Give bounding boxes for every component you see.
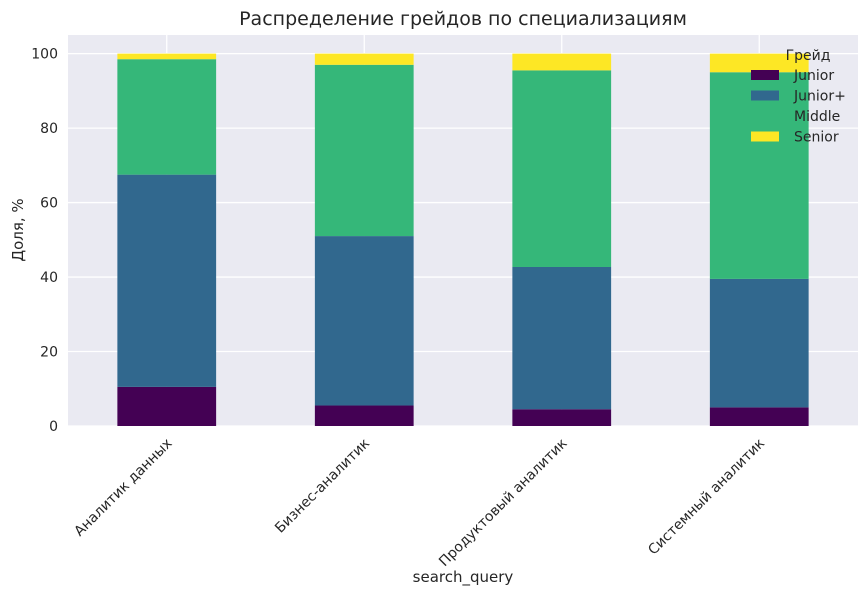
legend-entry-label: Junior+	[793, 89, 846, 105]
bar-segment-senior	[512, 53, 612, 71]
y-tick-label: 100	[31, 47, 58, 63]
y-tick-label: 60	[40, 196, 58, 212]
bar-segment-junior-plus	[117, 174, 217, 387]
legend-swatch	[751, 90, 779, 101]
y-tick-label: 40	[40, 270, 58, 286]
legend-title: Грейд	[786, 48, 831, 64]
bar-segment-junior	[709, 407, 809, 426]
legend: Грейд Junior Junior+ Middle Senior	[751, 48, 846, 146]
x-tick-labels: Аналитик данных Бизнес-аналитик Продуктовы…	[71, 436, 768, 570]
legend-swatch	[751, 131, 779, 142]
bar-segment-junior-plus	[314, 236, 414, 406]
y-tick-labels: 0 20 40 60 80 100	[31, 47, 58, 435]
bar-segment-middle	[117, 59, 217, 175]
y-tick-label: 80	[40, 121, 58, 137]
legend-entry-label: Senior	[794, 130, 839, 146]
bars-group	[117, 53, 809, 426]
bar-segment-middle	[512, 70, 612, 267]
bar-segment-senior	[709, 53, 809, 73]
bar-segment-middle	[314, 64, 414, 237]
legend-entry-label: Junior	[793, 68, 834, 84]
bar-segment-junior-plus	[709, 278, 809, 408]
x-tick-label: Аналитик данных	[71, 436, 175, 540]
y-tick-label: 20	[40, 345, 58, 361]
y-tick-label: 0	[49, 419, 58, 435]
x-tick-label: Системный аналитик	[645, 436, 768, 559]
bar-segment-senior	[314, 53, 414, 65]
legend-swatch	[751, 70, 779, 80]
legend-entry-label: Middle	[794, 109, 840, 125]
x-tick-label: Продуктовый аналитик	[436, 436, 570, 570]
bar-segment-middle	[709, 72, 809, 279]
bar-segment-junior	[314, 405, 414, 426]
bar-segment-junior	[117, 386, 217, 426]
y-axis-label: Доля, %	[9, 198, 27, 261]
x-tick-label: Бизнес-аналитик	[272, 436, 373, 537]
bar-segment-junior	[512, 409, 612, 426]
chart-title: Распределение грейдов по специализациям	[239, 8, 687, 30]
legend-swatch	[751, 111, 779, 121]
bar-segment-senior	[117, 53, 217, 60]
x-axis-label: search_query	[413, 568, 514, 587]
bar-segment-junior-plus	[512, 266, 612, 410]
